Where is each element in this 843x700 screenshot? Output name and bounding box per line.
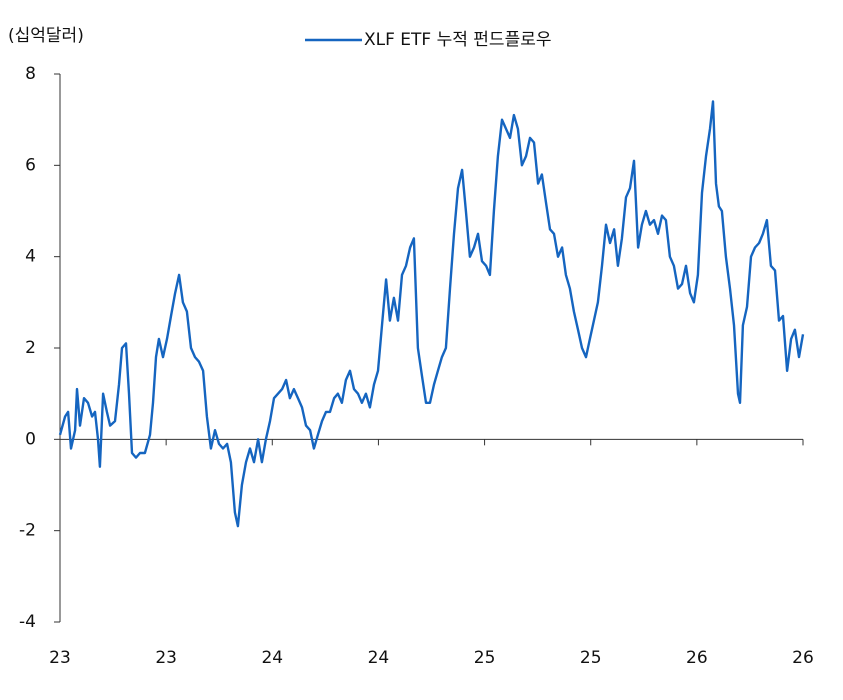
legend-label: XLF ETF 누적 펀드플로우 — [364, 30, 552, 50]
y-tick-label: -2 — [19, 521, 36, 541]
y-tick-label: 2 — [25, 338, 36, 358]
y-tick-label: 0 — [25, 429, 36, 449]
y-tick-label: 6 — [25, 155, 36, 175]
x-tick-label: 25 — [474, 648, 496, 668]
x-tick-label: 25 — [580, 648, 602, 668]
y-tick-label: 4 — [25, 247, 36, 267]
x-tick-label: 26 — [792, 648, 814, 668]
y-axis-label: (십억달러) — [8, 26, 84, 46]
x-tick-label: 23 — [155, 648, 177, 668]
x-tick-label: 24 — [368, 648, 390, 668]
y-tick-label: 8 — [25, 64, 36, 84]
y-tick-label: -4 — [19, 612, 36, 632]
x-tick-label: 24 — [261, 648, 283, 668]
x-tick-label: 26 — [686, 648, 708, 668]
x-tick-label: 23 — [49, 648, 71, 668]
series-line — [58, 100, 805, 528]
